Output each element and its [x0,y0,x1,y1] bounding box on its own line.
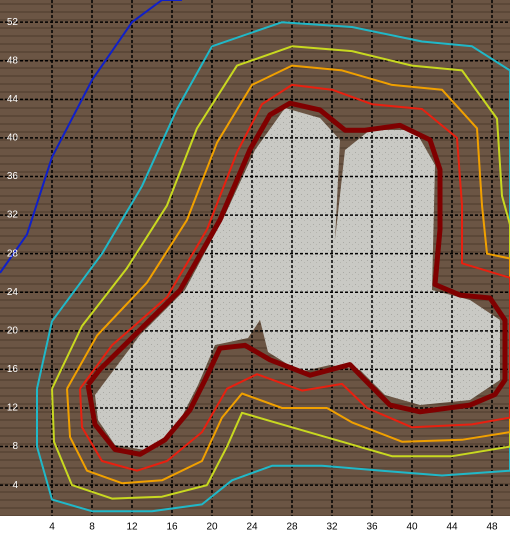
x-tick-label: 4 [49,522,55,533]
x-tick-label: 12 [126,522,138,533]
y-tick-label: 52 [7,17,19,28]
y-tick-label: 36 [7,171,19,182]
y-tick-label: 16 [7,364,19,375]
photo-background [0,0,510,516]
y-tick-label: 44 [7,94,19,105]
stone-shape [95,108,500,450]
contour-line [51,45,510,500]
y-tick-label: 28 [7,248,19,259]
x-tick-label: 44 [446,522,458,533]
y-tick-label: 12 [7,403,19,414]
y-tick-label: 32 [7,210,19,221]
x-tick-label: 24 [246,522,258,533]
y-tick-label: 20 [7,325,19,336]
x-tick-label: 20 [206,522,218,533]
x-tick-label: 32 [326,522,338,533]
y-tick-label: 48 [7,55,19,66]
contour-line [85,100,508,457]
y-tick-label: 4 [12,480,18,491]
y-tick-label: 8 [12,441,18,452]
x-tick-label: 16 [166,522,178,533]
contour-line [36,21,510,513]
contour-line [66,64,510,485]
contour-line [0,0,182,274]
tick-labels: 4 8 12 16 20 24 28 32 36 40 44 48481216202428323640… [7,17,498,533]
x-tick-label: 8 [89,522,95,533]
y-tick-label: 40 [7,133,19,144]
x-tick-label: 28 [286,522,298,533]
x-tick-label: 36 [366,522,378,533]
contour-line [79,83,510,472]
y-tick-label: 24 [7,287,19,298]
x-tick-label: 48 [486,522,498,533]
x-tick-label: 40 [406,522,418,533]
contours [0,0,510,513]
